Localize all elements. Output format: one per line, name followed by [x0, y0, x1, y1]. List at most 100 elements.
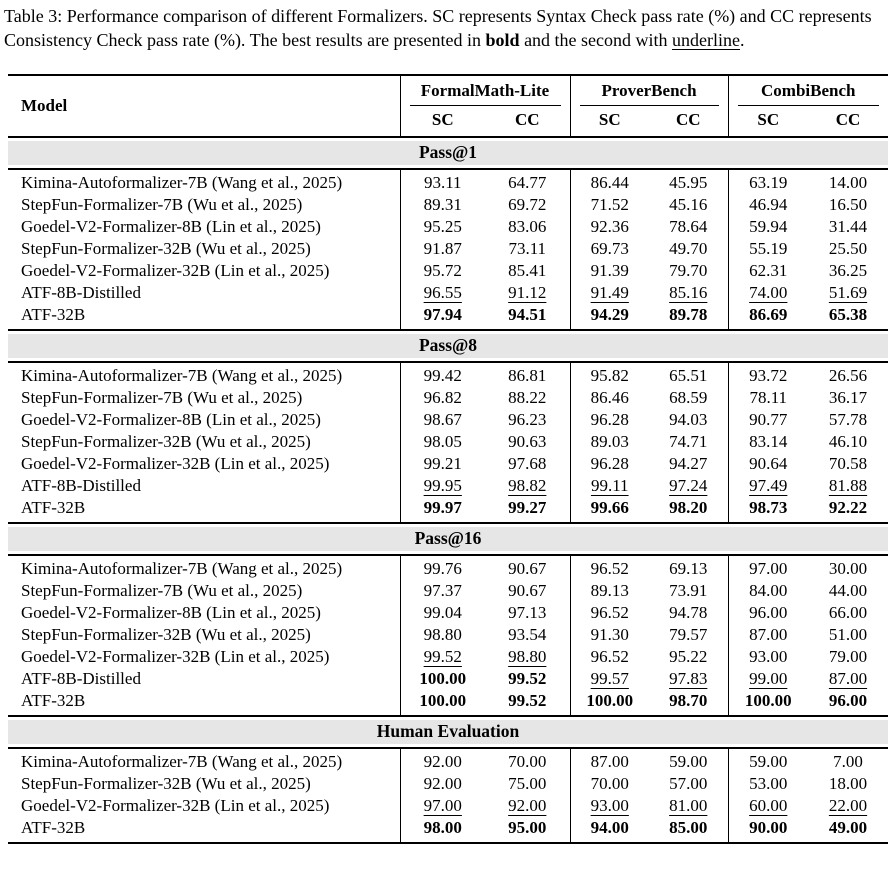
- section-band-row: Human Evaluation: [8, 715, 888, 749]
- model-name: ATF-32B: [21, 305, 86, 324]
- metric-value: 26.56: [828, 366, 868, 385]
- table-header: Model FormalMath-Lite ProverBench CombiB…: [8, 75, 888, 138]
- metric-value: 98.80: [508, 647, 547, 666]
- column-header-cc: CC: [485, 106, 570, 138]
- metric-value: 98.67: [399, 409, 485, 431]
- metric-value: 99.04: [399, 602, 485, 624]
- table-row: StepFun-Formalizer-32B (Wu et al., 2025)…: [8, 773, 888, 795]
- table-row: ATF-8B-Distilled 96.55 91.12 91.49 85.16 74.0…: [8, 282, 888, 304]
- metric-value: 46.10: [828, 432, 868, 451]
- group-label: ProverBench: [579, 81, 719, 106]
- metric-value: 85.16: [669, 283, 708, 302]
- group-header-combibench: CombiBench: [727, 75, 888, 106]
- column-header-cc: CC: [649, 106, 728, 138]
- metric-value: 89.03: [569, 431, 649, 453]
- metric-value: 90.77: [727, 409, 808, 431]
- metric-value: 90.67: [508, 581, 547, 600]
- table-row: ATF-8B-Distilled 99.95 98.82 99.11 97.24 97.4…: [8, 475, 888, 497]
- metric-value: 89.31: [399, 194, 485, 216]
- metric-value: 91.49: [569, 282, 649, 304]
- section-band: Human Evaluation: [8, 715, 888, 749]
- metric-value: 31.44: [828, 217, 868, 236]
- metric-value: 94.51: [508, 305, 547, 324]
- metric-value: 94.78: [669, 603, 708, 622]
- column-header-model: Model: [21, 96, 68, 115]
- metric-value: 70.00: [508, 752, 547, 771]
- model-name: Goedel-V2-Formalizer-8B (Lin et al., 202…: [21, 603, 321, 622]
- metric-value: 90.67: [508, 559, 547, 578]
- metric-value: 89.78: [669, 305, 708, 324]
- metric-value: 91.12: [508, 283, 547, 302]
- metric-value: 92.36: [569, 216, 649, 238]
- results-table: Model FormalMath-Lite ProverBench CombiB…: [8, 74, 888, 844]
- group-header-formalmath-lite: FormalMath-Lite: [399, 75, 570, 106]
- model-name: StepFun-Formalizer-7B (Wu et al., 2025): [21, 195, 303, 214]
- model-name: StepFun-Formalizer-7B (Wu et al., 2025): [21, 581, 303, 600]
- metric-value: 65.38: [828, 305, 868, 324]
- metric-value: 90.63: [508, 432, 547, 451]
- table-row: StepFun-Formalizer-32B (Wu et al., 2025)…: [8, 431, 888, 453]
- metric-value: 36.17: [828, 388, 868, 407]
- metric-value: 98.70: [669, 691, 708, 710]
- model-name: ATF-32B: [21, 691, 86, 710]
- metric-value: 73.11: [508, 239, 547, 258]
- metric-value: 98.05: [399, 431, 485, 453]
- metric-value: 98.82: [508, 476, 547, 495]
- metric-value: 96.52: [569, 602, 649, 624]
- metric-value: 83.06: [508, 217, 547, 236]
- metric-value: 59.94: [727, 216, 808, 238]
- metric-value: 96.28: [569, 409, 649, 431]
- metric-value: 57.00: [669, 774, 708, 793]
- table-row: Goedel-V2-Formalizer-32B (Lin et al., 20…: [8, 260, 888, 282]
- metric-value: 66.00: [828, 603, 868, 622]
- metric-value: 44.00: [828, 581, 868, 600]
- metric-value: 96.52: [569, 555, 649, 580]
- metric-value: 91.30: [569, 624, 649, 646]
- metric-value: 97.24: [669, 476, 708, 495]
- model-name: Goedel-V2-Formalizer-32B (Lin et al., 20…: [21, 647, 330, 666]
- table-row: Goedel-V2-Formalizer-32B (Lin et al., 20…: [8, 453, 888, 475]
- metric-value: 18.00: [828, 774, 868, 793]
- metric-value: 99.42: [399, 362, 485, 387]
- table-row: Goedel-V2-Formalizer-8B (Lin et al., 202…: [8, 602, 888, 624]
- table-row: StepFun-Formalizer-7B (Wu et al., 2025) 8…: [8, 194, 888, 216]
- metric-value: 86.81: [508, 366, 547, 385]
- metric-value: 93.72: [727, 362, 808, 387]
- metric-value: 95.72: [399, 260, 485, 282]
- metric-value: 64.77: [508, 173, 547, 192]
- metric-value: 87.00: [828, 669, 868, 688]
- model-name: Goedel-V2-Formalizer-32B (Lin et al., 20…: [21, 796, 330, 815]
- metric-value: 46.94: [727, 194, 808, 216]
- metric-value: 86.69: [727, 304, 808, 330]
- model-name: StepFun-Formalizer-32B (Wu et al., 2025): [21, 432, 311, 451]
- section-band-row: Pass@16: [8, 522, 888, 556]
- metric-value: 79.00: [828, 647, 868, 666]
- metric-value: 75.00: [508, 774, 547, 793]
- metric-value: 98.73: [727, 497, 808, 523]
- metric-value: 100.00: [399, 668, 485, 690]
- section-title: Human Evaluation: [8, 720, 888, 744]
- metric-value: 97.49: [727, 475, 808, 497]
- metric-value: 7.00: [833, 752, 863, 771]
- metric-value: 99.57: [569, 668, 649, 690]
- model-name: Kimina-Autoformalizer-7B (Wang et al., 2…: [21, 559, 343, 578]
- metric-value: 30.00: [828, 559, 868, 578]
- model-name: ATF-8B-Distilled: [21, 669, 141, 688]
- metric-value: 68.59: [669, 388, 708, 407]
- metric-value: 79.70: [669, 261, 708, 280]
- metric-value: 65.51: [669, 366, 708, 385]
- table-row: ATF-32B 100.00 99.52 100.00 98.70 100.00 96.00: [8, 690, 888, 716]
- model-name: Goedel-V2-Formalizer-32B (Lin et al., 20…: [21, 261, 330, 280]
- column-header-cc: CC: [808, 106, 888, 138]
- table-row: Goedel-V2-Formalizer-8B (Lin et al., 202…: [8, 409, 888, 431]
- column-header-sc: SC: [569, 106, 649, 138]
- model-name: Goedel-V2-Formalizer-8B (Lin et al., 202…: [21, 410, 321, 429]
- metric-value: 93.54: [508, 625, 547, 644]
- metric-value: 95.22: [669, 647, 708, 666]
- table-row: StepFun-Formalizer-7B (Wu et al., 2025) 9…: [8, 580, 888, 602]
- table-caption: Table 3: Performance comparison of diffe…: [4, 4, 892, 52]
- table-row: StepFun-Formalizer-32B (Wu et al., 2025)…: [8, 624, 888, 646]
- metric-value: 100.00: [727, 690, 808, 716]
- metric-value: 96.00: [727, 602, 808, 624]
- caption-body: Performance comparison of different Form…: [4, 6, 872, 50]
